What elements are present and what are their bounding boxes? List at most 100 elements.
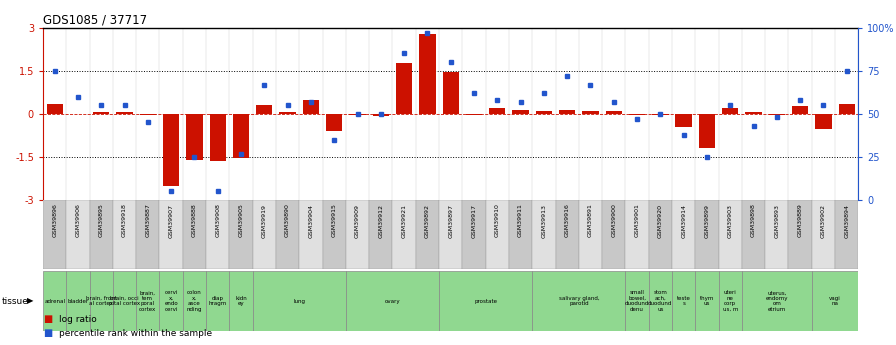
Text: GSM39910: GSM39910	[495, 204, 500, 237]
Text: GSM39893: GSM39893	[774, 204, 780, 238]
Text: cervi
x,
endo
cervi: cervi x, endo cervi	[164, 290, 178, 312]
Bar	[346, 200, 369, 269]
Text: lung: lung	[293, 298, 306, 304]
Text: percentile rank within the sample: percentile rank within the sample	[59, 329, 212, 338]
Bar	[253, 200, 276, 269]
Bar	[373, 114, 389, 116]
Bar	[625, 271, 649, 331]
Text: GSM39887: GSM39887	[145, 204, 151, 237]
Bar	[136, 200, 159, 269]
Bar	[489, 108, 505, 114]
Text: GSM39891: GSM39891	[588, 204, 593, 237]
Bar	[280, 112, 296, 114]
Text: GSM39898: GSM39898	[751, 204, 756, 237]
Bar	[812, 271, 858, 331]
Text: GSM39919: GSM39919	[262, 204, 267, 238]
Bar	[299, 200, 323, 269]
Bar	[210, 114, 226, 161]
Bar	[159, 200, 183, 269]
Text: uteri
ne
corp
us, m: uteri ne corp us, m	[722, 290, 738, 312]
Bar	[579, 200, 602, 269]
Bar	[66, 200, 90, 269]
Text: GSM39902: GSM39902	[821, 204, 826, 238]
Bar	[116, 111, 133, 114]
Bar	[835, 200, 858, 269]
Text: brain,
tem
poral
cortex: brain, tem poral cortex	[139, 290, 157, 312]
Bar	[602, 200, 625, 269]
Bar	[276, 200, 299, 269]
Bar	[163, 114, 179, 186]
Bar	[742, 271, 812, 331]
Text: GSM39890: GSM39890	[285, 204, 290, 237]
Bar	[815, 114, 831, 129]
Bar	[369, 200, 392, 269]
Text: GSM39908: GSM39908	[215, 204, 220, 237]
Bar	[649, 271, 672, 331]
Text: teste
s: teste s	[676, 296, 691, 306]
Bar	[140, 114, 156, 115]
Text: bladder: bladder	[67, 298, 89, 304]
Bar	[719, 271, 742, 331]
Text: GSM39920: GSM39920	[658, 204, 663, 238]
Bar	[513, 110, 529, 114]
Bar	[672, 200, 695, 269]
Text: GSM39888: GSM39888	[192, 204, 197, 237]
Text: GSM39911: GSM39911	[518, 204, 523, 237]
Text: salivary gland,
parotid: salivary gland, parotid	[558, 296, 599, 306]
Text: ovary: ovary	[384, 298, 401, 304]
Text: adrenal: adrenal	[44, 298, 65, 304]
Bar	[443, 72, 459, 114]
Bar	[812, 200, 835, 269]
Bar	[649, 200, 672, 269]
Bar	[90, 271, 113, 331]
Text: GSM39915: GSM39915	[332, 204, 337, 237]
Bar	[416, 200, 439, 269]
Text: GSM39917: GSM39917	[471, 204, 477, 238]
Bar	[206, 200, 229, 269]
Bar	[113, 200, 136, 269]
Text: brain, occi
pital cortex: brain, occi pital cortex	[109, 296, 140, 306]
Text: GSM39903: GSM39903	[728, 204, 733, 238]
Text: ■: ■	[43, 314, 52, 324]
Bar	[229, 200, 253, 269]
Bar	[625, 200, 649, 269]
Text: ■: ■	[43, 328, 52, 338]
Bar	[47, 104, 63, 114]
Text: GDS1085 / 37717: GDS1085 / 37717	[43, 14, 147, 27]
Bar	[396, 63, 412, 114]
Text: GSM39921: GSM39921	[401, 204, 407, 238]
Text: GSM39899: GSM39899	[704, 204, 710, 238]
Text: GSM39905: GSM39905	[238, 204, 244, 237]
Bar	[136, 271, 159, 331]
Text: tissue: tissue	[2, 296, 29, 306]
Bar	[256, 105, 272, 114]
Bar	[43, 271, 66, 331]
Text: uterus,
endomy
om
etrium: uterus, endomy om etrium	[765, 290, 788, 312]
Bar	[745, 112, 762, 114]
Bar	[349, 114, 366, 115]
Bar	[303, 100, 319, 114]
Bar	[90, 200, 113, 269]
Text: GSM39916: GSM39916	[564, 204, 570, 237]
Text: GSM39914: GSM39914	[681, 204, 686, 238]
Text: ▶: ▶	[27, 296, 33, 306]
Bar	[769, 114, 785, 115]
Text: GSM39892: GSM39892	[425, 204, 430, 238]
Bar	[629, 114, 645, 115]
Bar	[699, 114, 715, 148]
Text: kidn
ey: kidn ey	[235, 296, 247, 306]
Text: GSM39904: GSM39904	[308, 204, 314, 238]
Bar	[93, 112, 109, 114]
Bar	[536, 111, 552, 114]
Text: GSM39918: GSM39918	[122, 204, 127, 237]
Bar	[486, 200, 509, 269]
Bar	[559, 110, 575, 114]
Text: small
bowel,
duodund
denu: small bowel, duodund denu	[625, 290, 650, 312]
Bar	[532, 271, 625, 331]
Bar	[462, 200, 486, 269]
Bar	[652, 114, 668, 115]
Text: brain, front
al cortex: brain, front al cortex	[86, 296, 116, 306]
Bar	[419, 34, 435, 114]
Text: log ratio: log ratio	[59, 315, 97, 324]
Bar	[186, 114, 202, 160]
